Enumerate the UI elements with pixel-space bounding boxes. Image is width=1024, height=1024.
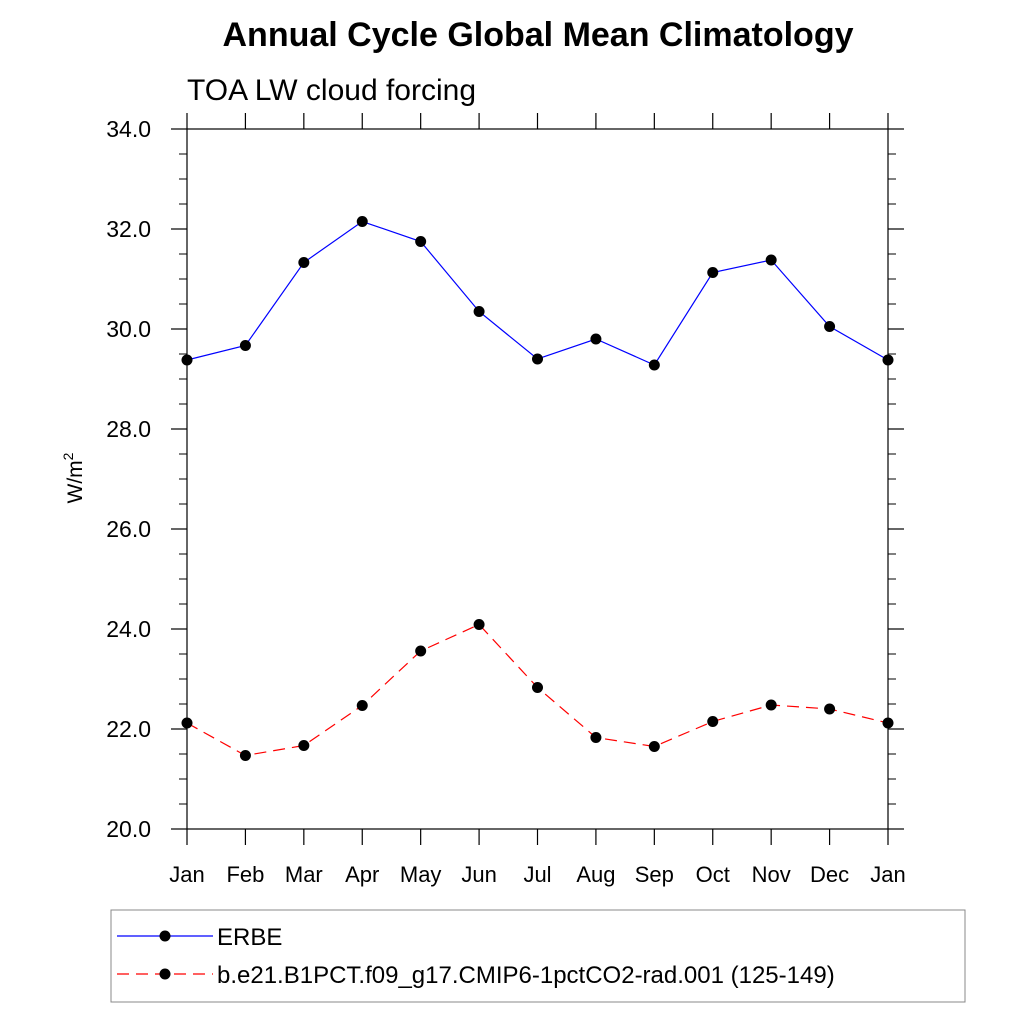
- series-1-marker: [239, 340, 251, 351]
- series-1-marker: [298, 257, 310, 268]
- x-tick-label: Dec: [810, 862, 849, 887]
- series-1-marker: [648, 359, 660, 371]
- x-tick-label: Oct: [696, 862, 730, 887]
- y-tick-label: 34.0: [106, 116, 151, 142]
- series-2-marker: [824, 703, 836, 715]
- y-tick-label: 30.0: [106, 316, 151, 342]
- x-tick-label: Jan: [870, 862, 905, 887]
- x-tick-label: Jan: [169, 862, 204, 887]
- legend-box: [110, 909, 966, 1003]
- y-tick-label: 20.0: [106, 816, 151, 842]
- x-tick-label: Jul: [523, 862, 551, 887]
- x-tick-label: Feb: [226, 862, 264, 887]
- series-2-marker: [298, 740, 310, 751]
- y-tick-label: 26.0: [106, 516, 151, 542]
- x-tick-label: Nov: [752, 862, 791, 887]
- series-1-marker: [590, 333, 602, 345]
- series-2-marker: [473, 619, 485, 630]
- series-1-marker: [707, 267, 719, 278]
- legend-label-2: b.e21.B1PCT.f09_g17.CMIP6-1pctCO2-rad.00…: [217, 962, 835, 989]
- y-tick-label: 32.0: [106, 216, 151, 242]
- plot-frame: [186, 128, 889, 830]
- x-tick-label: Jun: [461, 862, 496, 887]
- y-tick-label: 24.0: [106, 616, 151, 642]
- plot-axes: 20.0 22.0 24.0 26.0 28.0 30.0 32.0 34.0 Jan Feb Ma…: [106, 113, 906, 887]
- series-2-marker: [590, 732, 602, 743]
- series-1-marker: [181, 354, 193, 366]
- y-axis-label-superscript: 2: [60, 452, 76, 460]
- y-axis-label: W/m2: [60, 452, 87, 503]
- series-2-marker: [882, 717, 894, 729]
- x-tick-label: Apr: [345, 862, 379, 887]
- series-2-marker: [707, 716, 719, 727]
- series-2-marker: [765, 699, 777, 711]
- series-1-marker: [415, 236, 427, 247]
- legend-marker-2: [159, 968, 171, 980]
- series-layer: [181, 216, 894, 761]
- x-tick-label: May: [400, 862, 442, 887]
- chart-subtitle: TOA LW cloud forcing: [187, 74, 476, 107]
- legend-label-1: ERBE: [217, 924, 282, 951]
- series-1-marker: [882, 354, 894, 366]
- series-2-marker: [532, 682, 543, 693]
- series-2-marker: [648, 741, 660, 752]
- y-axis-label-text: W/m: [64, 460, 87, 503]
- svg-text:W/m2: W/m2: [60, 452, 87, 503]
- x-tick-label: Aug: [576, 862, 615, 887]
- legend: ERBE b.e21.B1PCT.f09_g17.CMIP6-1pctCO2-ra…: [117, 924, 835, 989]
- series-2-marker: [181, 717, 193, 729]
- x-tick-label: Sep: [635, 862, 674, 887]
- y-tick-label: 22.0: [106, 716, 151, 742]
- series-1-marker: [356, 216, 368, 227]
- series-1-marker: [532, 353, 543, 365]
- series-line-1: [186, 220, 889, 366]
- y-tick-label: 28.0: [106, 416, 151, 442]
- series-2-marker: [239, 750, 251, 761]
- legend-marker-1: [159, 930, 171, 942]
- series-1-marker: [473, 306, 485, 317]
- series-1-marker: [824, 321, 836, 332]
- x-tick-label: Mar: [285, 862, 323, 887]
- chart-title: Annual Cycle Global Mean Climatology: [223, 16, 854, 54]
- series-1-marker: [765, 254, 777, 266]
- series-2-marker: [356, 700, 368, 711]
- series-2-marker: [415, 645, 427, 657]
